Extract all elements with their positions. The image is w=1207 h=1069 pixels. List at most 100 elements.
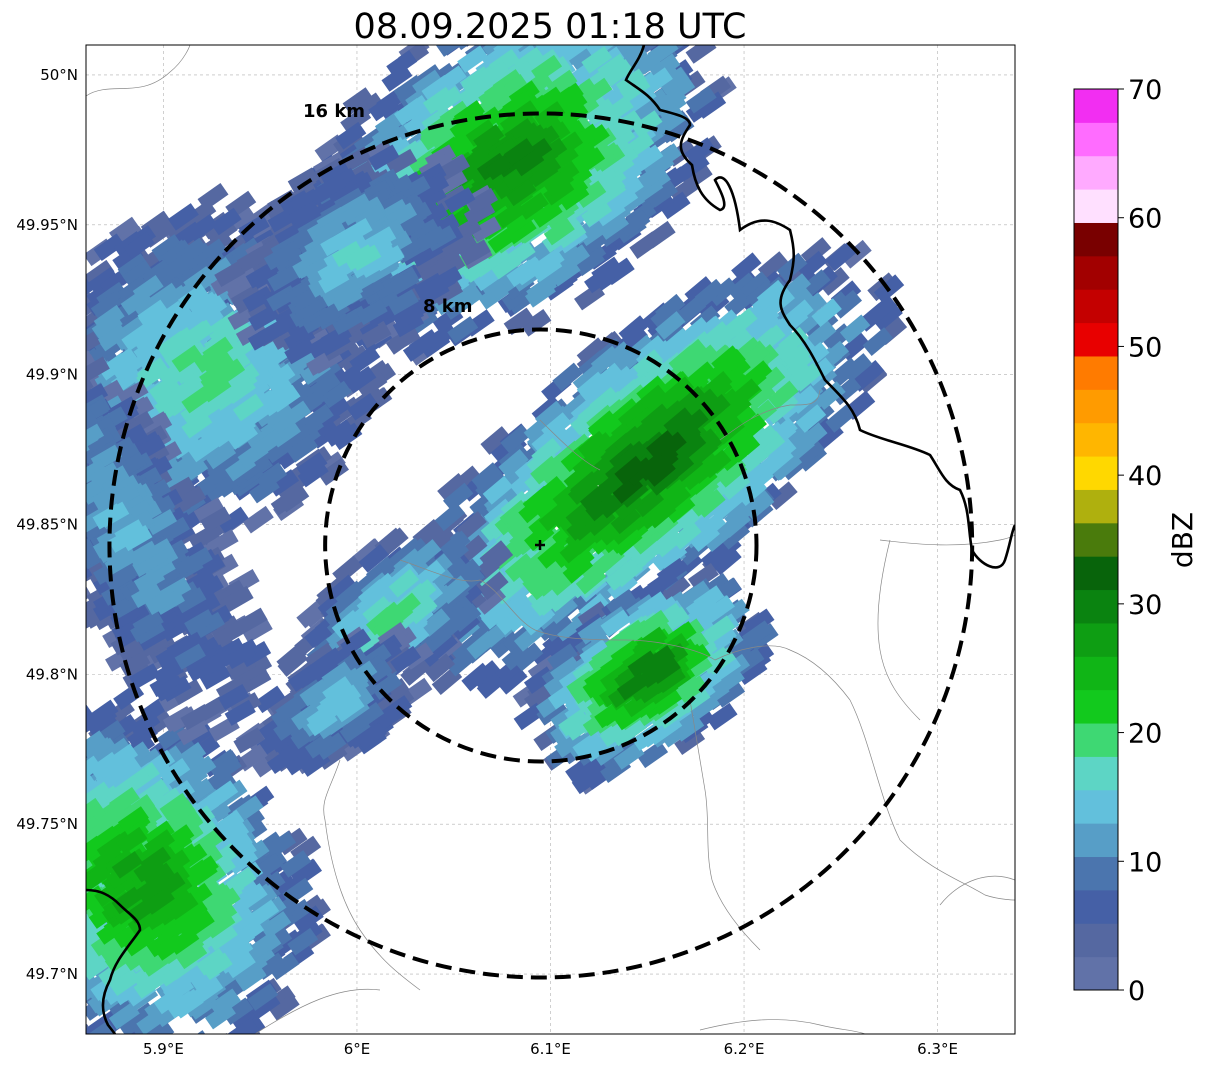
echo-cell [4,851,35,879]
echo-cell [684,137,716,165]
echo-cell [42,907,73,935]
echo-cell [0,764,29,792]
echo-cell [757,251,789,280]
echo-cell [607,144,639,173]
echo-cell [504,240,536,269]
echo-cell [0,822,3,850]
echo-cell [91,1046,122,1069]
echo-cell [0,774,30,802]
echo-cell [11,384,42,412]
echo-cell [41,716,72,744]
echo-cell [675,295,707,325]
echo-cell [40,931,71,959]
echo-cell [740,271,771,301]
echo-cell [33,881,64,909]
echo-cell [45,308,76,336]
echo-cell [0,861,10,889]
echo-cell [35,789,66,817]
echo-cell [24,914,55,942]
echo-cell [86,896,89,925]
echo-cell [831,289,863,319]
echo-cell [47,306,78,334]
echo-cell [517,192,549,220]
echo-cell [579,228,611,256]
echo-cell [461,662,492,692]
echo-cell [719,520,751,550]
echo-cell [24,412,55,440]
echo-cell [0,762,28,790]
echo-cell [655,86,687,114]
echo-cell [862,327,894,356]
echo-cell [53,929,84,957]
echo-cell [86,777,90,805]
echo-cell [684,276,715,305]
echo-cell [0,791,24,819]
echo-cell [655,311,686,340]
echo-cell [695,91,727,119]
echo-cell [512,642,544,672]
echo-cell [796,391,827,420]
echo-cell [465,77,496,105]
echo-cell [839,314,871,344]
echo-cell [494,200,526,229]
echo-cell [25,857,56,885]
echo-cell [694,278,726,308]
echo-cell [585,98,617,126]
echo-cell [25,443,56,471]
echo-cell [499,107,531,136]
echo-cell [10,887,41,915]
echo-cell [654,293,686,323]
echo-cell [0,792,17,820]
echo-cell [30,773,61,801]
echo-cell [31,1009,62,1037]
echo-cell [51,398,82,426]
echo-cell [22,779,53,807]
echo-cell [16,341,47,369]
echo-cell [700,541,732,571]
echo-cell [853,359,885,389]
echo-cell [49,901,80,929]
echo-cell [0,912,25,940]
echo-cell [641,67,673,95]
echo-cell [42,894,73,922]
echo-cell [203,1032,235,1034]
echo-cell [0,893,29,921]
echo-cell [20,756,51,784]
echo-cell [86,924,87,953]
echo-cell [112,1038,143,1066]
echo-cell [27,891,58,919]
echo-cell [37,716,68,744]
echo-cell [28,464,59,492]
echo-cell [108,1045,139,1069]
echo-cell [0,934,17,962]
echo-cell [659,191,691,220]
echo-cell [624,0,655,1]
echo-cell [578,218,610,247]
echo-cell [431,86,463,114]
echo-cell [590,345,622,375]
echo-cell [52,754,83,782]
echo-cell [22,877,53,905]
echo-cell [767,481,798,511]
echo-cell [10,430,41,458]
echo-cell [44,895,75,923]
echo-cell [38,420,69,448]
echo-cell [612,175,644,203]
echo-cell [581,186,613,214]
echo-cell [29,871,60,899]
echo-cell [503,138,535,166]
echo-cell [575,180,607,208]
echo-cell [16,834,47,862]
echo-cell [50,870,81,898]
echo-cell [47,446,78,474]
echo-cell [0,822,17,850]
echo-cell [86,1021,88,1034]
echo-cell [86,872,89,901]
echo-cell [574,282,605,311]
echo-cell [657,66,689,95]
echo-cell [46,852,77,880]
echo-cell [86,984,87,1013]
echo-cell [0,878,25,906]
echo-cell [33,877,64,905]
echo-cell [51,896,82,924]
